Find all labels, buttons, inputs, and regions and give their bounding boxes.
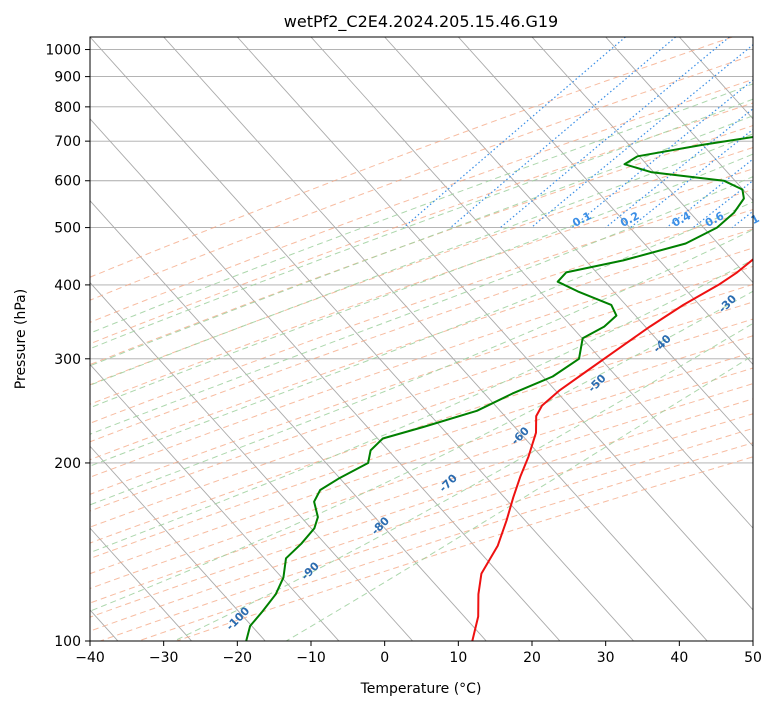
isotherm-line (384, 37, 753, 447)
x-axis: −40 −30 −20 −10 0 10 20 30 40 50 (75, 641, 762, 666)
dry-adiabat-line (90, 188, 753, 424)
dry-adiabat-line (90, 335, 753, 560)
dry-adiabat-line (90, 247, 753, 478)
y-axis: 1000 900 800 700 600 500 400 300 200 100 (45, 43, 90, 650)
y-tick-label: 200 (54, 456, 81, 472)
isotherm-line (457, 37, 753, 366)
y-tick-label: 700 (54, 134, 81, 150)
dry-adiabat-line (90, 168, 753, 405)
dry-adiabat-line (90, 228, 753, 461)
y-tick-label: 500 (54, 221, 81, 237)
isotherm-line (163, 37, 708, 641)
y-tick-label: 600 (54, 174, 81, 190)
moist-adiabat-line (90, 83, 753, 334)
isotherm-line (90, 445, 266, 641)
mixing-ratio-line (450, 37, 676, 229)
x-tick-label: 0 (380, 650, 389, 666)
chart-title: wetPf2_C2E4.2024.205.15.46.G19 (284, 12, 558, 32)
y-tick-label: 800 (54, 100, 81, 116)
temperature-profile-line (471, 258, 753, 641)
isotherm-line (90, 281, 413, 641)
y-tick-label: 400 (54, 278, 81, 294)
moist-adiabat-line (90, 115, 753, 367)
plot-frame (89, 36, 754, 642)
x-axis-label: Temperature (°C) (360, 681, 482, 697)
mixing-ratio-line (571, 79, 753, 229)
x-tick-label: 40 (670, 650, 688, 666)
x-tick-label: 30 (597, 650, 615, 666)
isotherm-line (90, 118, 561, 641)
dewpoint-profile-line (245, 135, 753, 641)
moist-adiabat-line (90, 201, 753, 467)
x-tick-label: −10 (296, 650, 326, 666)
x-tick-label: −20 (223, 650, 253, 666)
isotherm-line (531, 37, 753, 284)
mixing-ratio-line (630, 128, 753, 229)
dry-adiabat-line (90, 283, 753, 512)
isotherm-line (605, 37, 753, 202)
isotherm-line (90, 37, 634, 641)
dry-adiabat-line (90, 383, 753, 604)
dry-adiabat-line (90, 367, 753, 590)
x-tick-label: −30 (149, 650, 179, 666)
sounding-profiles (245, 135, 753, 641)
x-tick-label: 20 (523, 650, 541, 666)
isotherm-line (90, 527, 192, 641)
isotherm-line (236, 37, 753, 611)
y-tick-label: 1000 (45, 43, 81, 59)
mixing-ratio-line (605, 107, 753, 229)
moist-adiabat-line (285, 354, 753, 641)
dry-adiabat-line (90, 318, 753, 544)
mixing-ratio-line (403, 37, 626, 229)
mixing-ratio-line (530, 43, 753, 229)
moist-adiabat-line (173, 322, 753, 641)
y-axis-label: Pressure (hPa) (13, 289, 29, 389)
isotherm-line (90, 363, 340, 641)
y-tick-label: 900 (54, 70, 81, 86)
moist-adiabat-line (90, 290, 753, 612)
x-tick-label: 50 (744, 650, 762, 666)
mixing-ratio-line (500, 37, 730, 229)
y-tick-label: 100 (54, 634, 81, 650)
x-tick-label: −40 (75, 650, 105, 666)
mixing-ratio-label: 1.5 (773, 209, 775, 230)
x-tick-label: 10 (449, 650, 467, 666)
moist-adiabat-line (90, 153, 753, 409)
y-tick-label: 300 (54, 352, 81, 368)
dry-adiabat-line (90, 37, 733, 278)
dry-adiabat-line (90, 54, 753, 301)
background-reference-lines (90, 37, 753, 641)
mixing-ratio-line (692, 179, 753, 229)
